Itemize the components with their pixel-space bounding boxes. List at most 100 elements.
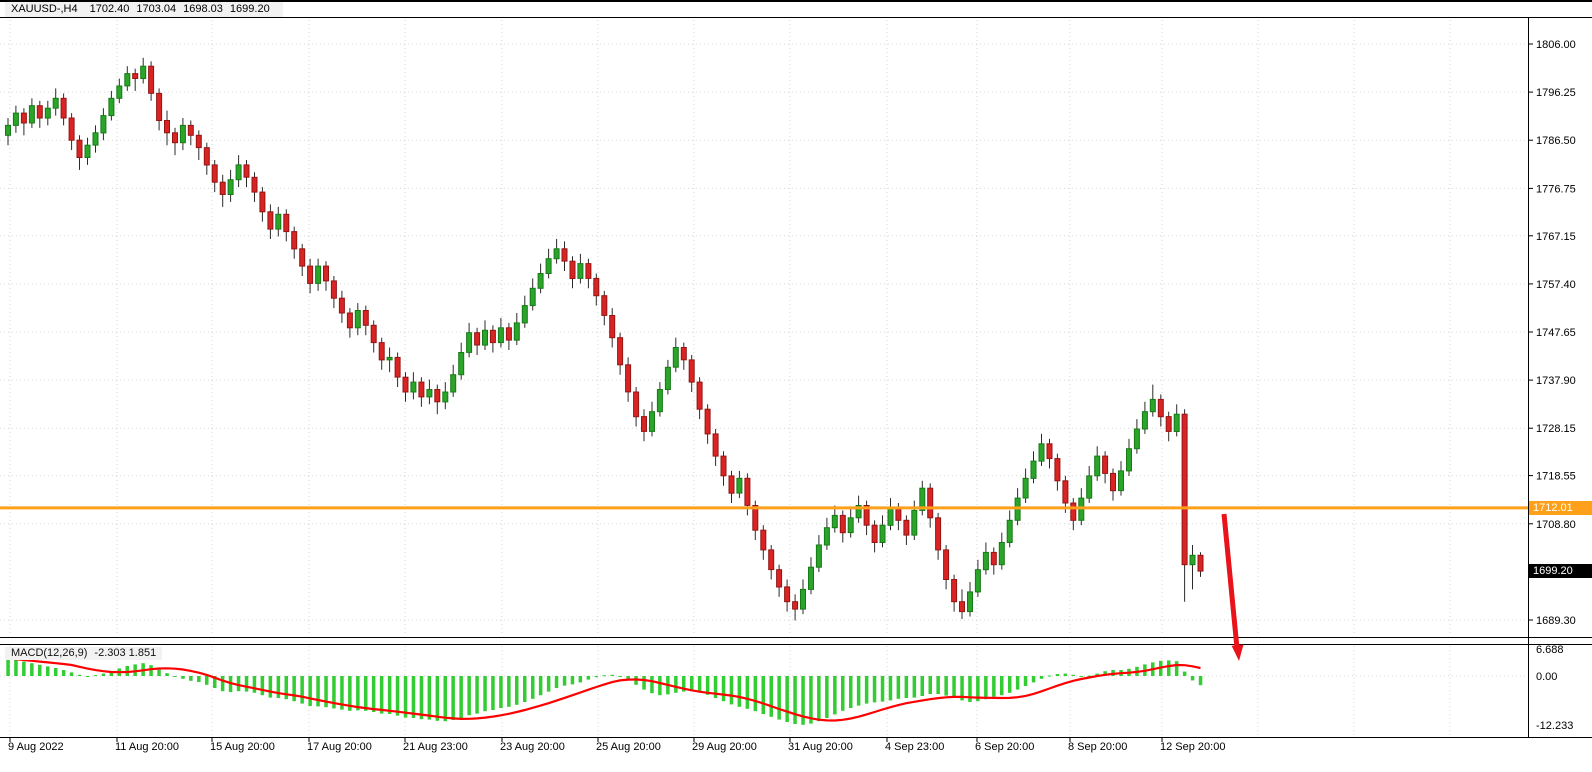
price-scale-label: 1747.65: [1536, 327, 1576, 339]
trend-arrow-object[interactable]: [1221, 513, 1244, 661]
candle: [195, 130, 202, 160]
candle: [784, 579, 791, 612]
candle: [839, 510, 846, 543]
candle: [1102, 451, 1109, 484]
candle: [617, 332, 624, 375]
candle: [116, 78, 123, 104]
candle: [299, 243, 306, 276]
candle: [823, 517, 830, 550]
candle: [1189, 545, 1196, 590]
candle: [768, 545, 775, 580]
candle: [1181, 409, 1188, 602]
candle: [513, 313, 520, 346]
price-scale-label: 1718.55: [1536, 471, 1576, 483]
candle: [172, 127, 178, 156]
candle: [100, 108, 107, 141]
time-scale-label: 17 Aug 20:00: [307, 741, 372, 753]
candle: [951, 574, 958, 612]
candle: [1054, 453, 1061, 491]
candle: [418, 377, 425, 407]
candle: [489, 325, 496, 353]
candle: [187, 120, 194, 146]
candle: [251, 172, 258, 202]
time-scale-label: 25 Aug 20:00: [596, 741, 661, 753]
candle: [402, 372, 409, 402]
price-scale-label: 1708.80: [1536, 519, 1576, 531]
time-scale-label: 21 Aug 23:00: [403, 741, 468, 753]
price-scale-label: 1786.50: [1536, 135, 1576, 147]
candle: [394, 352, 401, 387]
current-price-tag: 1699.20: [1529, 564, 1592, 578]
price-scale-label: 1796.25: [1536, 87, 1576, 99]
candle: [521, 295, 528, 328]
close-value: 1699.20: [229, 3, 270, 15]
candle: [124, 66, 131, 91]
candle: [1006, 510, 1013, 548]
candle: [537, 263, 544, 294]
candle: [831, 505, 838, 533]
candle: [203, 142, 210, 175]
candle: [275, 206, 282, 237]
candle: [76, 135, 83, 170]
candle: [680, 342, 687, 370]
candle: [267, 204, 274, 239]
candle: [982, 542, 989, 575]
candle: [227, 169, 234, 202]
candle: [243, 160, 250, 188]
candle: [140, 57, 147, 84]
candle: [370, 320, 377, 353]
candle: [20, 108, 27, 136]
time-scale-label: 15 Aug 20:00: [210, 741, 275, 753]
candle: [148, 61, 155, 101]
candle: [1133, 419, 1140, 454]
candle: [585, 258, 592, 289]
candle: [704, 404, 711, 444]
candle: [362, 305, 369, 336]
price-scale-label: 1737.90: [1536, 375, 1576, 387]
candle: [728, 470, 735, 503]
candle: [553, 239, 560, 264]
candle: [410, 372, 417, 400]
indicator-values: -2.303 1.851: [94, 647, 157, 659]
candle: [808, 557, 814, 595]
open-value: 1702.40: [89, 3, 130, 15]
candle: [760, 525, 767, 560]
candle: [959, 589, 965, 619]
candle: [92, 125, 99, 153]
candle: [36, 100, 43, 128]
candle: [967, 582, 973, 617]
indicator-scale[interactable]: 6.688 0.00 -12.233: [1536, 644, 1573, 732]
candle: [235, 155, 242, 188]
candle: [1022, 468, 1029, 503]
candle: [529, 278, 536, 311]
panel-borders: [0, 0, 1592, 738]
candle: [1157, 394, 1164, 427]
candle: [442, 382, 449, 410]
candle: [1094, 446, 1101, 481]
candle: [919, 480, 926, 516]
candle: [68, 113, 75, 151]
price-scale-label: 1728.15: [1536, 423, 1576, 435]
candle: [569, 256, 576, 289]
candle: [847, 508, 854, 538]
candle: [474, 327, 481, 355]
hline-price-tag: 1712.01: [1529, 501, 1592, 515]
candle: [641, 409, 647, 442]
candle: [1149, 384, 1156, 417]
candle: [283, 209, 290, 242]
time-scale[interactable]: 9 Aug 2022 11 Aug 20:00 15 Aug 20:00 17 Aug…: [8, 738, 1225, 753]
time-scale-label: 4 Sep 23:00: [885, 741, 944, 753]
time-scale-label: 12 Sep 20:00: [1160, 741, 1225, 753]
macd-signal-line: [7, 657, 1201, 722]
time-scale-label: 23 Aug 20:00: [500, 741, 565, 753]
price-scale[interactable]: 1806.00 1796.25 1786.50 1776.75 1767.15 1757.…: [1528, 39, 1576, 627]
candle: [863, 500, 870, 536]
candlestick-series: [5, 57, 1204, 621]
candle: [1038, 433, 1045, 466]
indicator-scale-label: -12.233: [1536, 720, 1573, 732]
symbol-timeframe-label: XAUUSD-,H4: [11, 3, 78, 15]
candle: [466, 322, 473, 358]
candle: [450, 364, 457, 397]
candle: [609, 308, 616, 348]
